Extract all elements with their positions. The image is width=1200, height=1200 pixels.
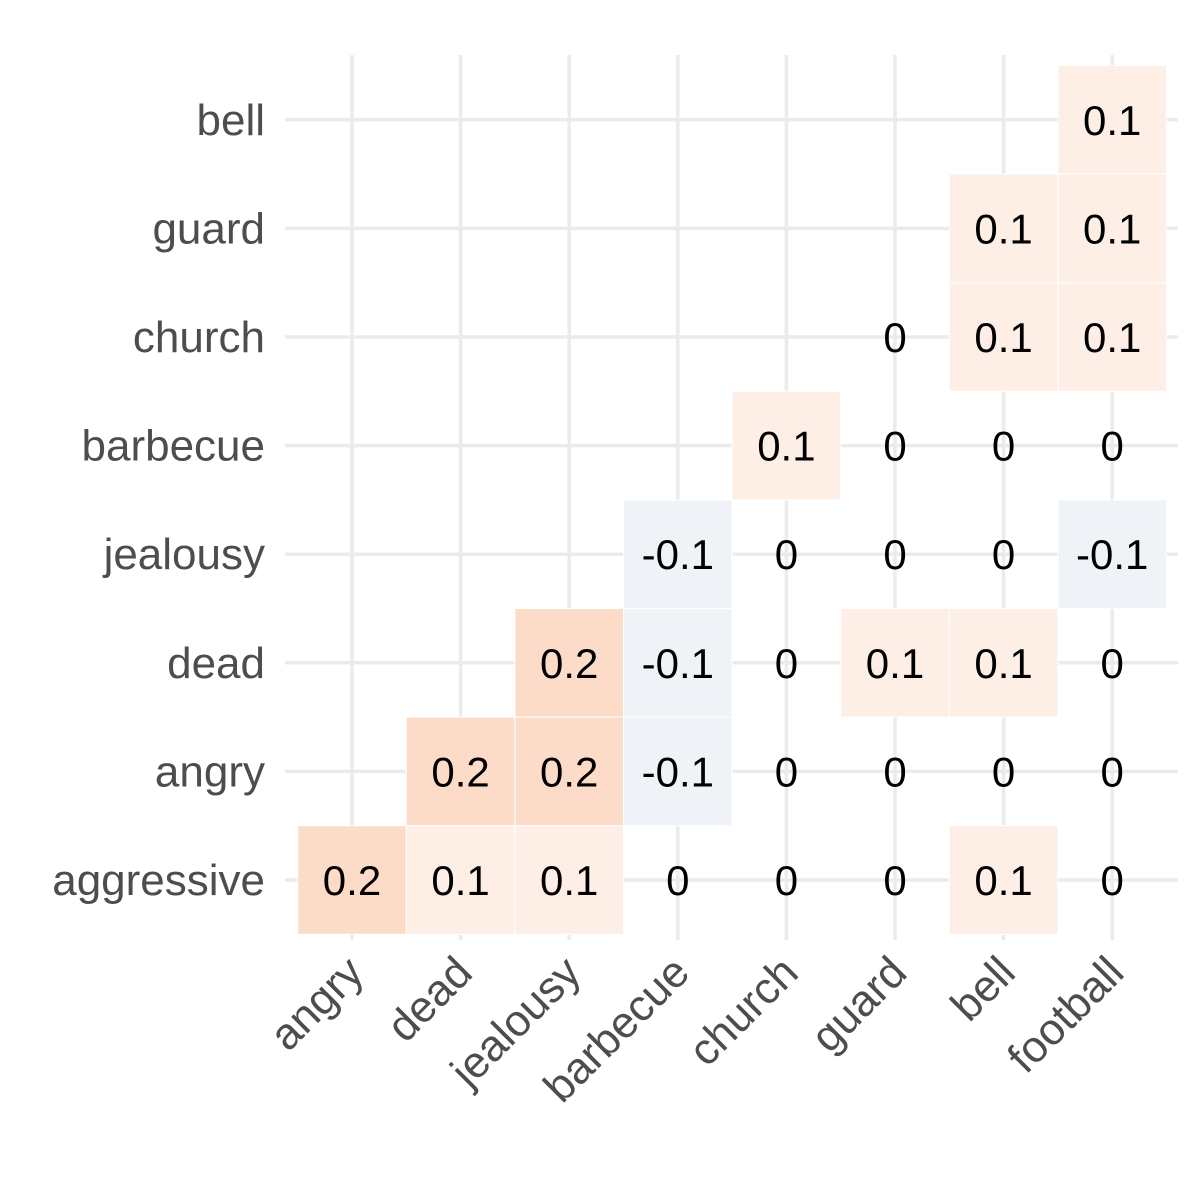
cell-church-football: [1057, 282, 1168, 392]
cell-aggressive-guard-label: 0: [883, 857, 906, 904]
y-tick-barbecue: barbecue: [82, 422, 265, 471]
cell-jealousy-football-label: -0.1: [1076, 531, 1148, 578]
cell-aggressive-dead-label: 0.1: [431, 857, 489, 904]
cell-jealousy-barbecue-label: -0.1: [642, 531, 714, 578]
cell-angry-barbecue: [623, 716, 733, 827]
cell-barbecue-guard-label: 0: [883, 423, 906, 470]
y-tick-dead: dead: [167, 639, 265, 688]
cell-aggressive-football-label: 0: [1101, 857, 1124, 904]
cell-dead-bell-label: 0.1: [974, 640, 1032, 687]
x-tick-angry: angry: [261, 947, 373, 1059]
y-tick-angry: angry: [155, 747, 265, 796]
cell-barbecue-church-label: 0.1: [757, 423, 815, 470]
cell-dead-jealousy-label: 0.2: [540, 640, 598, 687]
cell-barbecue-football-label: 0: [1101, 423, 1124, 470]
cell-dead-church-label: 0: [775, 640, 798, 687]
cell-aggressive-jealousy-label: 0.1: [540, 857, 598, 904]
cell-bell-football-label: 0.1: [1083, 97, 1141, 144]
cell-church-bell: [948, 282, 1059, 392]
cell-angry-dead: [405, 716, 516, 827]
cell-aggressive-angry-label: 0.2: [323, 857, 381, 904]
cell-jealousy-church-label: 0: [775, 531, 798, 578]
cell-aggressive-bell-label: 0.1: [974, 857, 1032, 904]
cell-dead-jealousy: [514, 608, 625, 718]
cell-angry-bell-label: 0: [992, 748, 1015, 795]
cell-jealousy-football: [1057, 499, 1168, 609]
cell-aggressive-bell: [948, 825, 1059, 935]
cell-dead-barbecue-label: -0.1: [642, 640, 714, 687]
cell-angry-jealousy: [514, 716, 625, 827]
cell-guard-bell: [948, 173, 1059, 284]
cell-dead-barbecue: [623, 608, 733, 718]
x-tick-church: church: [679, 947, 807, 1075]
cell-jealousy-barbecue: [623, 499, 733, 609]
cell-barbecue-bell-label: 0: [992, 423, 1015, 470]
y-tick-church: church: [133, 313, 265, 362]
x-tick-bell: bell: [942, 947, 1025, 1030]
cell-barbecue-church: [731, 390, 842, 501]
cell-bell-football: [1057, 65, 1168, 175]
cell-dead-guard-label: 0.1: [866, 640, 924, 687]
cell-church-guard-label: 0: [883, 314, 906, 361]
cell-aggressive-barbecue-label: 0: [666, 857, 689, 904]
cell-angry-dead-label: 0.2: [431, 748, 489, 795]
x-tick-guard: guard: [802, 947, 916, 1061]
y-axis-tick-labels: aggressive angry dead jealousy barbecue churc…: [52, 96, 265, 905]
cell-dead-football-label: 0: [1101, 640, 1124, 687]
cell-church-football-label: 0.1: [1083, 314, 1141, 361]
cell-value-labels: 0.2 0.1 0.1 0 0 0 0.1 0 0.2 0.2 -0.1 0 0 0 0 0.2 -0.1 0 0.…: [323, 97, 1149, 904]
x-tick-football: football: [998, 947, 1133, 1082]
cell-angry-jealousy-label: 0.2: [540, 748, 598, 795]
cell-dead-guard: [840, 608, 950, 718]
cell-aggressive-dead: [405, 825, 516, 935]
cell-church-bell-label: 0.1: [974, 314, 1032, 361]
y-tick-bell: bell: [197, 96, 266, 145]
cell-jealousy-guard-label: 0: [883, 531, 906, 578]
cell-guard-football: [1057, 173, 1168, 284]
cell-angry-church-label: 0: [775, 748, 798, 795]
cell-aggressive-jealousy: [514, 825, 625, 935]
cell-angry-football-label: 0: [1101, 748, 1124, 795]
cell-guard-bell-label: 0.1: [974, 205, 1032, 252]
y-tick-jealousy: jealousy: [102, 530, 265, 579]
cell-aggressive-angry: [297, 825, 407, 935]
cell-aggressive-church-label: 0: [775, 857, 798, 904]
cell-guard-football-label: 0.1: [1083, 205, 1141, 252]
y-tick-guard: guard: [152, 204, 265, 253]
y-tick-aggressive: aggressive: [52, 856, 265, 905]
cell-angry-guard-label: 0: [883, 748, 906, 795]
heatmap-cells: [297, 65, 1168, 935]
cell-angry-barbecue-label: -0.1: [642, 748, 714, 795]
cell-dead-bell: [948, 608, 1059, 718]
cell-jealousy-bell-label: 0: [992, 531, 1015, 578]
